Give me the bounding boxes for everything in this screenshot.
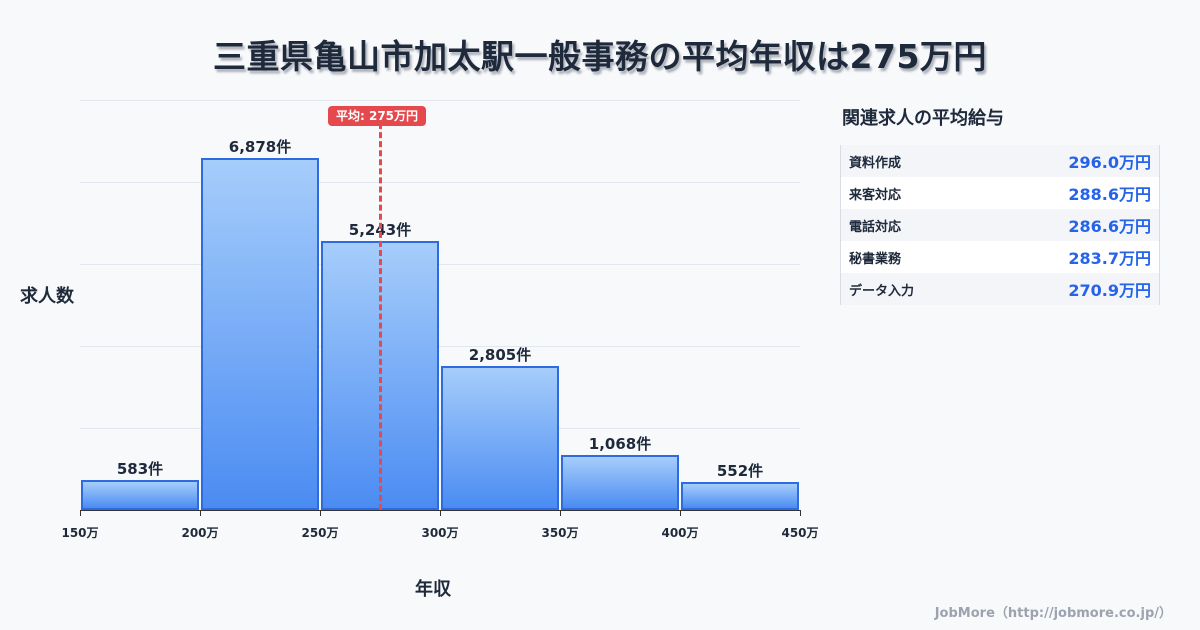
gridline: [80, 428, 800, 429]
x-tick-label: 450万: [781, 526, 819, 540]
table-row: 資料作成 296.0万円: [841, 145, 1159, 177]
job-salary: 296.0万円: [1068, 153, 1151, 172]
table-row: 秘書業務 283.7万円: [841, 241, 1159, 273]
x-tick: [560, 510, 561, 516]
table-row: データ入力 270.9万円: [841, 273, 1159, 305]
bar-value-label: 583件: [116, 460, 164, 478]
table-row: 来客対応 288.6万円: [841, 177, 1159, 209]
histogram-chart: 583件 6,878件 5,243件 2,805件 1,068件 552件 150万 200…: [20, 100, 819, 600]
job-salary: 286.6万円: [1068, 217, 1151, 236]
x-tick: [80, 510, 81, 516]
bar-value-label: 2,805件: [468, 346, 532, 364]
job-salary: 283.7万円: [1068, 249, 1151, 268]
footer-credit: JobMore（http://jobmore.co.jp/）: [934, 606, 1172, 621]
job-salary: 270.9万円: [1068, 281, 1151, 300]
job-name: 来客対応: [849, 187, 902, 203]
related-jobs-table: 資料作成 296.0万円 来客対応 288.6万円 電話対応 286.6万円 秘…: [840, 145, 1160, 305]
x-tick-label: 350万: [541, 526, 579, 540]
related-jobs-title: 関連求人の平均給与: [842, 108, 1004, 129]
histogram-bar: [81, 480, 199, 510]
table-row: 電話対応 286.6万円: [841, 209, 1159, 241]
histogram-bar: [561, 455, 679, 510]
job-name: データ入力: [849, 283, 915, 299]
bar-value-label: 1,068件: [588, 435, 652, 453]
y-axis-label: 求人数: [20, 286, 74, 307]
x-axis-label: 年収: [415, 579, 451, 600]
average-badge: 平均: 275万円: [328, 106, 427, 126]
job-name: 電話対応: [849, 219, 902, 235]
bar-value-label: 552件: [716, 462, 764, 480]
x-tick-label: 250万: [301, 526, 339, 540]
gridline: [80, 346, 800, 347]
x-tick: [800, 510, 801, 516]
bar-value-label: 6,878件: [228, 138, 292, 156]
job-salary: 288.6万円: [1068, 185, 1151, 204]
gridline: [80, 182, 800, 183]
gridline: [80, 264, 800, 265]
histogram-bar: [681, 482, 799, 510]
x-tick-label: 200万: [181, 526, 219, 540]
x-tick: [680, 510, 681, 516]
page-title: 三重県亀山市加太駅一般事務の平均年収は275万円: [213, 37, 987, 76]
x-tick-label: 400万: [661, 526, 699, 540]
x-tick-label: 150万: [61, 526, 99, 540]
gridline: [80, 100, 800, 101]
job-name: 秘書業務: [849, 251, 902, 267]
x-tick-label: 300万: [421, 526, 459, 540]
histogram-bar: [201, 158, 319, 510]
x-tick: [320, 510, 321, 516]
average-line: [379, 123, 382, 510]
x-tick: [200, 510, 201, 516]
x-tick: [440, 510, 441, 516]
histogram-bar: [441, 366, 559, 510]
job-name: 資料作成: [849, 155, 902, 171]
